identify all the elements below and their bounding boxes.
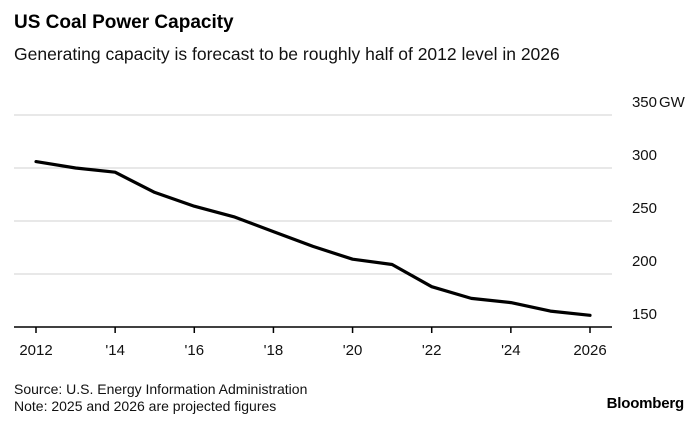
- gridlines: [14, 114, 612, 328]
- x-tick-label-2014: '14: [105, 342, 125, 359]
- y-tick-label-150: 150: [632, 306, 657, 323]
- source-note: Source: U.S. Energy Information Administ…: [14, 381, 308, 397]
- x-axis-ticks: 2012 '14 '16 '18 '20 '22 '24 2026: [19, 327, 607, 359]
- bloomberg-logo: Bloomberg: [606, 395, 685, 412]
- x-tick-label-2024: '24: [501, 342, 521, 359]
- x-tick-label-2018: '18: [264, 342, 284, 359]
- y-tick-label-350: 350: [632, 94, 657, 111]
- y-axis-ticks: 150 200 250 300 350 GW: [632, 94, 686, 323]
- x-tick-label-2012: 2012: [19, 342, 52, 359]
- y-tick-label-250: 250: [632, 200, 657, 217]
- y-axis-unit: GW: [659, 94, 686, 111]
- chart-title: US Coal Power Capacity: [14, 12, 234, 33]
- x-tick-label-2022: '22: [422, 342, 442, 359]
- chart-subtitle: Generating capacity is forecast to be ro…: [14, 44, 560, 64]
- y-tick-label-200: 200: [632, 253, 657, 270]
- x-tick-label-2020: '20: [343, 342, 363, 359]
- x-tick-label-2026: 2026: [573, 342, 606, 359]
- chart-footer: Source: U.S. Energy Information Administ…: [14, 381, 307, 415]
- series-line-coal-capacity: [34, 160, 592, 317]
- y-tick-label-300: 300: [632, 147, 657, 164]
- x-tick-label-2016: '16: [185, 342, 205, 359]
- projection-note: Note: 2025 and 2026 are projected figure…: [14, 398, 277, 414]
- series-layer: [34, 160, 592, 317]
